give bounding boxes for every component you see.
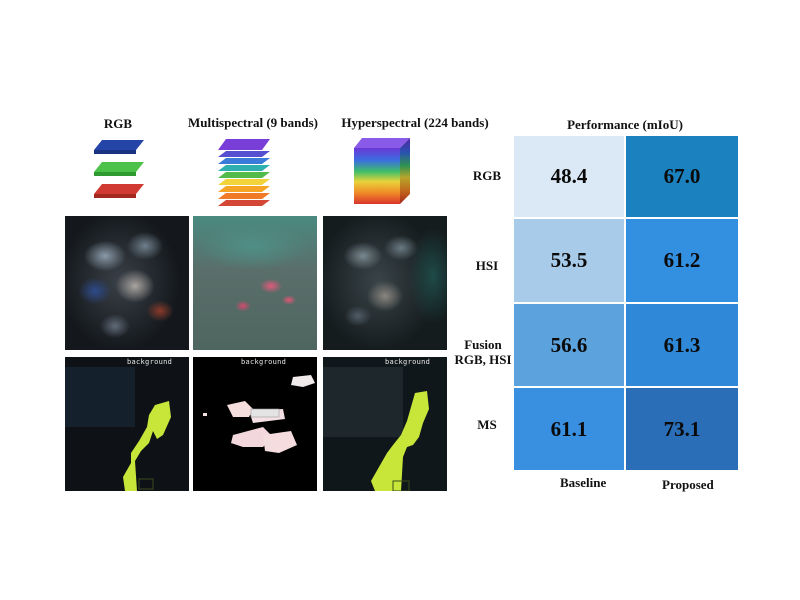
rgb-segmentation-panel: background: [65, 357, 189, 491]
segmentation-label-ms: background: [241, 358, 287, 366]
header-multispectral: Multispectral (9 bands): [188, 115, 318, 130]
cell-ms-proposed: 73.1: [626, 388, 738, 470]
hsi-seg-mask: [323, 367, 429, 491]
segmentation-label-hsi: background: [385, 358, 431, 366]
cell-hsi-proposed: 61.2: [626, 219, 738, 302]
rgb-seg-mask: [65, 367, 171, 491]
cell-rgb-baseline: 48.4: [514, 136, 624, 217]
rgb-layers-icon: [94, 140, 144, 198]
hyperspectral-image-panel: [323, 216, 447, 350]
performance-title: Performance (mIoU): [567, 117, 683, 132]
multispectral-layers-icon: [218, 139, 270, 206]
row-label-line1: Fusion: [464, 337, 502, 352]
column-label-proposed: Proposed: [662, 477, 714, 492]
row-label-hsi: HSI: [455, 258, 519, 273]
row-label-line2: RGB, HSI: [454, 352, 512, 367]
row-label-rgb: RGB: [455, 168, 519, 183]
row-label-line1: MS: [477, 417, 497, 432]
segmentation-label: background: [127, 358, 173, 366]
multispectral-segmentation-panel: background: [193, 357, 317, 491]
hyperspectral-cube-icon: [354, 138, 410, 204]
cell-ms-baseline: 61.1: [514, 388, 624, 470]
row-label-ms: MS: [455, 417, 519, 432]
column-label-baseline: Baseline: [560, 475, 607, 490]
multispectral-image-panel: [193, 216, 317, 350]
performance-heatmap: 48.4 67.0 53.5 61.2 56.6 61.3 61.1 73.1: [514, 136, 738, 470]
ms-seg-mask: [203, 375, 315, 453]
header-rgb: RGB: [103, 116, 133, 131]
cell-fusion-proposed: 61.3: [626, 304, 738, 386]
cell-fusion-baseline: 56.6: [514, 304, 624, 386]
rgb-image-panel: [65, 216, 189, 350]
cell-hsi-baseline: 53.5: [514, 219, 624, 302]
hyperspectral-segmentation-panel: background: [323, 357, 447, 491]
row-label-line1: RGB: [472, 168, 502, 183]
row-label-fusion: Fusion RGB, HSI: [447, 337, 519, 367]
header-hyperspectral: Hyperspectral (224 bands): [341, 115, 489, 130]
cell-rgb-proposed: 67.0: [626, 136, 738, 217]
row-label-line1: HSI: [475, 258, 499, 273]
